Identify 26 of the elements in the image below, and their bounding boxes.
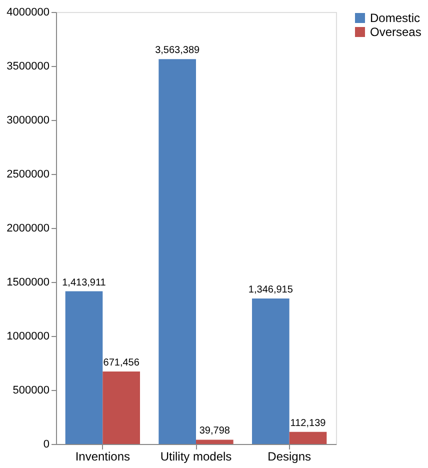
x-tick-label: Inventions [75,450,130,464]
y-tick-label: 4000000 [6,6,50,18]
data-label: 39,798 [199,426,230,437]
bar [196,440,234,444]
data-label: 1,346,915 [248,284,294,296]
bar [289,432,327,444]
y-tick-label: 1500000 [6,276,50,288]
y-tick-label: 3500000 [6,60,50,72]
data-label: 112,139 [290,418,326,429]
y-tick-label: 3000000 [6,114,50,126]
x-tick-label: Designs [268,450,312,464]
data-label: 1,413,911 [62,277,106,288]
x-tick-label: Utility models [160,450,232,464]
y-tick-label: 2000000 [6,222,50,234]
bar [65,291,103,444]
bar [102,371,140,444]
bar [158,59,196,444]
legend-label: Overseas [370,25,422,39]
data-label: 671,456 [103,357,140,368]
y-tick-label: 2500000 [6,168,50,180]
bar [252,298,290,444]
y-tick-label: 500000 [12,384,50,396]
data-label: 3,563,389 [155,45,200,56]
y-tick-label: 0 [43,438,50,450]
y-tick-label: 1000000 [6,330,50,342]
legend-label: Domestic [370,11,420,25]
